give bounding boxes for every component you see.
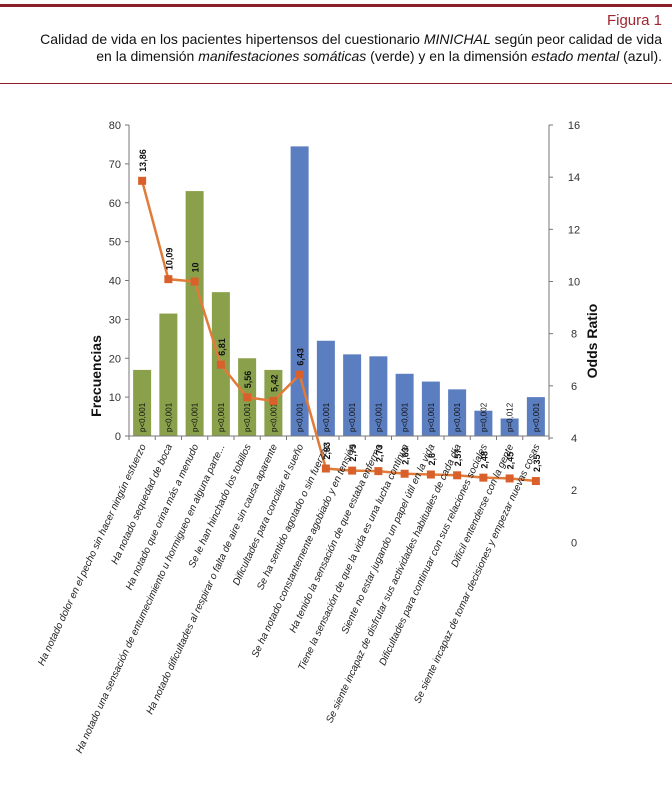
bar <box>474 410 493 436</box>
odds-ratio-point <box>400 469 409 478</box>
y-tick-label: 10 <box>109 392 121 404</box>
odds-ratio-point <box>505 474 514 483</box>
plot-area: 0 10 20 30 40 50 60 70 80 4 6 8 10 12 14 16 0 2 p<0,001 p<0… <box>36 120 580 755</box>
odds-ratio-label: 5,56 <box>243 371 253 389</box>
bar-p-value-label: p=0,012 <box>506 402 515 432</box>
y2-tick-label: 8 <box>571 329 577 341</box>
odds-ratio-label: 6,81 <box>217 338 227 356</box>
bar-p-value-label: p<0,001 <box>217 402 226 432</box>
y-tick-label: 70 <box>109 159 121 171</box>
bar-p-value-label: p<0,001 <box>164 402 173 432</box>
odds-ratio-line <box>140 180 536 483</box>
odds-ratio-point <box>348 466 357 475</box>
y-tick-label: 0 <box>115 431 121 443</box>
caption-rule <box>0 83 672 84</box>
bar-p-value-label: p<0,001 <box>532 402 541 432</box>
odds-ratio-point <box>190 277 199 286</box>
figure-label: Figura 1 <box>606 12 662 29</box>
odds-ratio-label: 2,48 <box>479 451 489 469</box>
figure-caption: Calidad de vida en los pacientes hiperte… <box>40 31 662 64</box>
odds-ratio-label: 13,86 <box>138 149 148 172</box>
odds-ratio-point <box>269 396 278 405</box>
y-tick-label: 50 <box>109 237 121 249</box>
y-axis-label: Frecuencias <box>88 335 104 417</box>
odds-ratio-point <box>138 176 147 185</box>
odds-ratio-point <box>374 467 383 476</box>
odds-ratio-point <box>295 370 304 379</box>
y2-tick-label: 0 <box>571 537 577 549</box>
bar <box>290 146 309 436</box>
bar-p-value-label: p<0,001 <box>243 402 252 432</box>
bar <box>185 191 204 436</box>
bar-p-value-label: p<0,001 <box>348 402 357 432</box>
y-tick-label: 30 <box>109 314 121 326</box>
odds-ratio-label: 10,09 <box>164 248 174 271</box>
odds-ratio-label: 5,42 <box>269 374 279 392</box>
bar-p-value-label: p<0,001 <box>453 402 462 432</box>
bar-p-value-label: p<0,001 <box>269 402 278 432</box>
bar <box>316 340 335 436</box>
y-tick-label: 40 <box>109 276 121 288</box>
y2-tick-label: 14 <box>568 172 580 184</box>
bar <box>500 418 519 436</box>
bar-p-value-label: p<0,001 <box>322 402 331 432</box>
bar <box>369 356 388 436</box>
y-tick-label: 20 <box>109 353 121 365</box>
y2-tick-label: 2 <box>571 485 577 497</box>
y2-tick-label: 10 <box>568 277 580 289</box>
top-rule <box>0 4 672 7</box>
bar <box>395 373 414 436</box>
odds-ratio-point <box>321 464 330 473</box>
y2-tick-label: 6 <box>571 381 577 393</box>
odds-ratio-point <box>216 360 225 369</box>
bar-p-value-label: p<0,001 <box>138 402 147 432</box>
bar <box>133 369 152 436</box>
odds-ratio-label: 2,73 <box>374 445 384 463</box>
odds-ratio-point <box>479 473 488 482</box>
bar-p-value-label: p<0,001 <box>427 402 436 432</box>
odds-ratio-label: 2,75 <box>348 444 358 462</box>
odds-ratio-point <box>426 470 435 479</box>
bar-p-value-label: p<0,001 <box>296 402 305 432</box>
y2-axis-label: Odds Ratio <box>584 304 600 379</box>
bar-p-value-label: p<0,001 <box>374 402 383 432</box>
odds-ratio-label: 6,43 <box>296 348 306 366</box>
y-tick-label: 80 <box>109 120 121 132</box>
odds-ratio-point <box>164 275 173 284</box>
y2-tick-label: 12 <box>568 224 580 236</box>
odds-ratio-label: 10 <box>191 262 201 272</box>
bar-p-value-label: p<0,001 <box>401 402 410 432</box>
y-tick-label: 60 <box>109 198 121 210</box>
bar <box>448 389 467 436</box>
odds-ratio-point <box>453 471 462 480</box>
odds-ratio-point <box>531 477 540 486</box>
odds-ratio-label: 2,35 <box>532 455 542 473</box>
odds-ratio-label: 2,83 <box>322 442 332 460</box>
odds-ratio-label: 2,63 <box>401 447 411 465</box>
odds-ratio-point <box>243 393 252 402</box>
odds-ratio-label: 2,6 <box>427 453 437 466</box>
bar <box>526 397 545 436</box>
category-label: Se siente incapaz de tomar decisiones y … <box>412 443 542 706</box>
bar <box>159 313 178 436</box>
y2-tick-label: 4 <box>571 433 577 445</box>
bar <box>421 381 440 436</box>
bar-p-value-label: p=0,002 <box>479 402 488 432</box>
odds-ratio-label: 2,45 <box>506 452 516 470</box>
odds-ratio-label: 2,57 <box>453 449 463 467</box>
y2-tick-label: 16 <box>568 120 580 132</box>
bar-p-value-label: p<0,001 <box>191 402 200 432</box>
bar <box>343 354 362 436</box>
